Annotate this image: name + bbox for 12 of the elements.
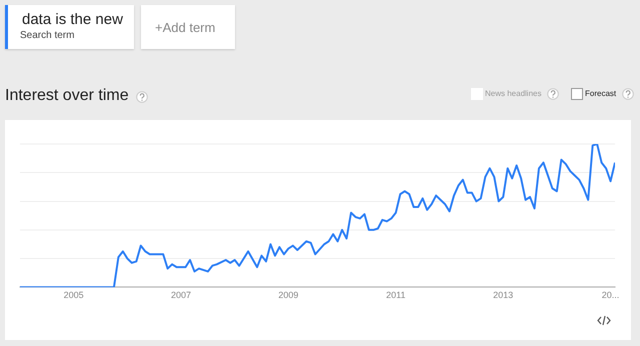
chart-title: Interest over time [5, 87, 129, 105]
x-tick-label: 2005 [64, 290, 84, 300]
text: +Add term [155, 20, 216, 35]
x-tick-label: 2013 [493, 290, 514, 300]
x-tick-label: 20... [602, 290, 620, 300]
x-tick-label: 2007 [171, 290, 192, 300]
text: Search term [20, 30, 74, 41]
text: News headlines [485, 89, 542, 98]
text: Forecast [585, 89, 616, 98]
text: data is the new [22, 11, 123, 28]
x-tick-label: 2011 [386, 290, 406, 300]
x-tick-label: 2009 [278, 290, 298, 300]
